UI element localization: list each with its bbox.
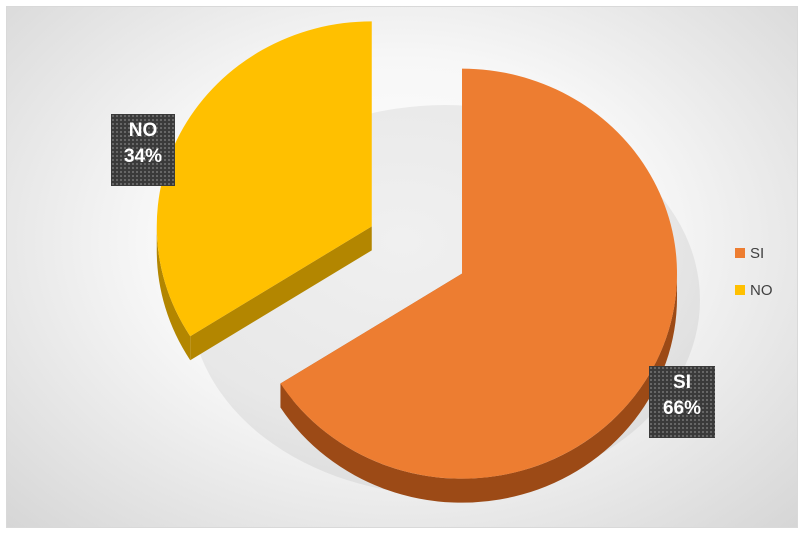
pie-slice-top [156, 21, 372, 337]
pie-slice-no[interactable] [156, 21, 372, 361]
data-label-si-category: SI [673, 372, 691, 393]
pie-slice-wall [190, 226, 372, 361]
data-label-no-category: NO [128, 120, 158, 141]
legend-item-no[interactable]: NO [735, 280, 773, 300]
legend-swatch-no [735, 285, 745, 295]
chart-area: NO 34% SI 66% SI NO [6, 6, 798, 528]
data-label-no: NO 34% [111, 114, 175, 186]
pie-plot [156, 21, 700, 503]
pie-slice-side [156, 226, 191, 361]
legend-label-si: SI [750, 244, 765, 262]
data-label-si-value: 66% [662, 398, 702, 419]
data-label-no-value: 34% [123, 146, 163, 167]
pie-slice-top [280, 68, 678, 479]
legend-label-no: NO [750, 281, 773, 299]
legend-swatch-si [735, 248, 745, 258]
data-label-si: SI 66% [649, 366, 715, 438]
pie-slice-si[interactable] [280, 68, 678, 503]
legend: SI NO [735, 243, 773, 317]
legend-item-si[interactable]: SI [735, 243, 773, 263]
